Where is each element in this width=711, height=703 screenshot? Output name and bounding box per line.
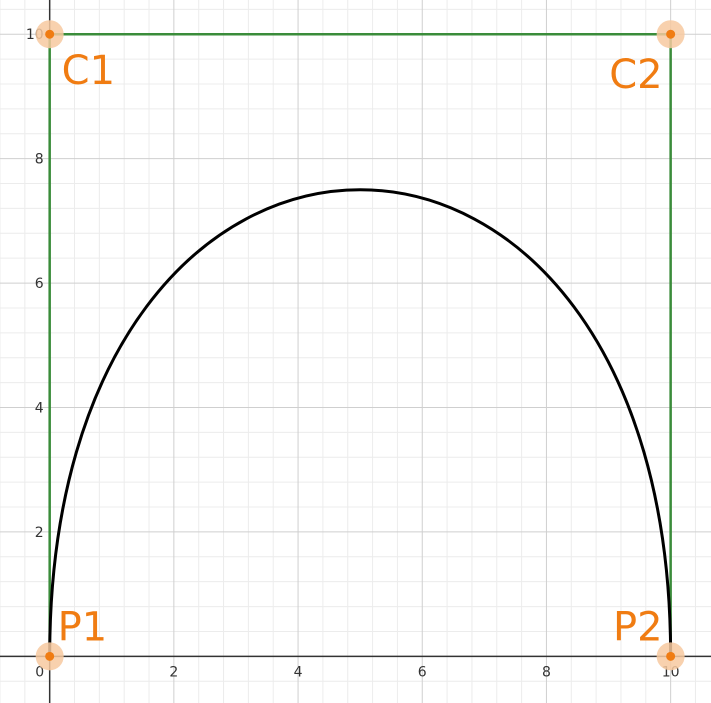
y-tick-label: 4 (35, 400, 44, 416)
point-p2 (666, 651, 676, 661)
y-tick-label: 8 (35, 152, 44, 168)
point-c1-label: C1 (62, 48, 115, 94)
point-c1 (45, 29, 55, 39)
x-tick-label: 2 (169, 664, 178, 680)
bezier-curve (48, 188, 673, 657)
x-tick-label: 8 (542, 664, 551, 680)
y-tick-label: 6 (35, 276, 44, 292)
control-polygon (48, 32, 672, 657)
y-tick-label: 2 (35, 525, 44, 541)
x-tick-label: 0 (35, 664, 44, 680)
point-p2-label: P2 (613, 604, 663, 650)
point-c2 (666, 29, 676, 39)
point-p1-label: P1 (58, 604, 108, 650)
x-tick-label: 4 (294, 664, 303, 680)
point-p1 (45, 651, 55, 661)
x-tick-label: 6 (418, 664, 427, 680)
point-c2-label: C2 (609, 52, 662, 98)
